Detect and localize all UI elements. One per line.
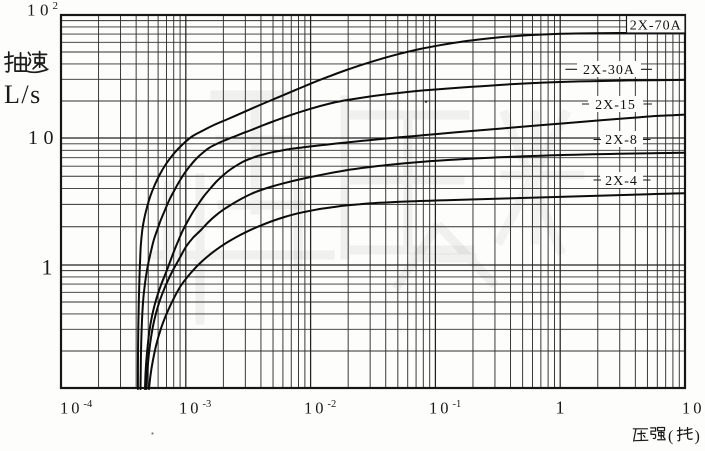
svg-text:2X-30A: 2X-30A — [583, 63, 635, 78]
svg-text:2X-8: 2X-8 — [605, 133, 638, 148]
svg-text:(: ( — [668, 428, 673, 445]
svg-text:2X-70A: 2X-70A — [630, 18, 682, 33]
svg-text:-3: -3 — [203, 399, 212, 410]
svg-text:2X-4: 2X-4 — [605, 174, 638, 189]
svg-text:10: 10 — [179, 399, 202, 418]
svg-text:2X-15: 2X-15 — [595, 98, 636, 113]
svg-text:10: 10 — [429, 399, 452, 418]
svg-text:10: 10 — [304, 399, 327, 418]
svg-text:1: 1 — [556, 398, 565, 418]
svg-text:10: 10 — [27, 1, 53, 20]
svg-text:-4: -4 — [84, 399, 93, 410]
svg-text:L/s: L/s — [4, 80, 42, 109]
svg-text:10: 10 — [60, 399, 83, 418]
svg-text:-1: -1 — [453, 399, 462, 410]
svg-text:10: 10 — [682, 399, 705, 418]
svg-text:): ) — [695, 428, 700, 445]
svg-text:2: 2 — [53, 0, 59, 12]
svg-text:10: 10 — [28, 127, 59, 149]
svg-text:-2: -2 — [328, 399, 337, 410]
svg-text:1: 1 — [42, 255, 53, 280]
